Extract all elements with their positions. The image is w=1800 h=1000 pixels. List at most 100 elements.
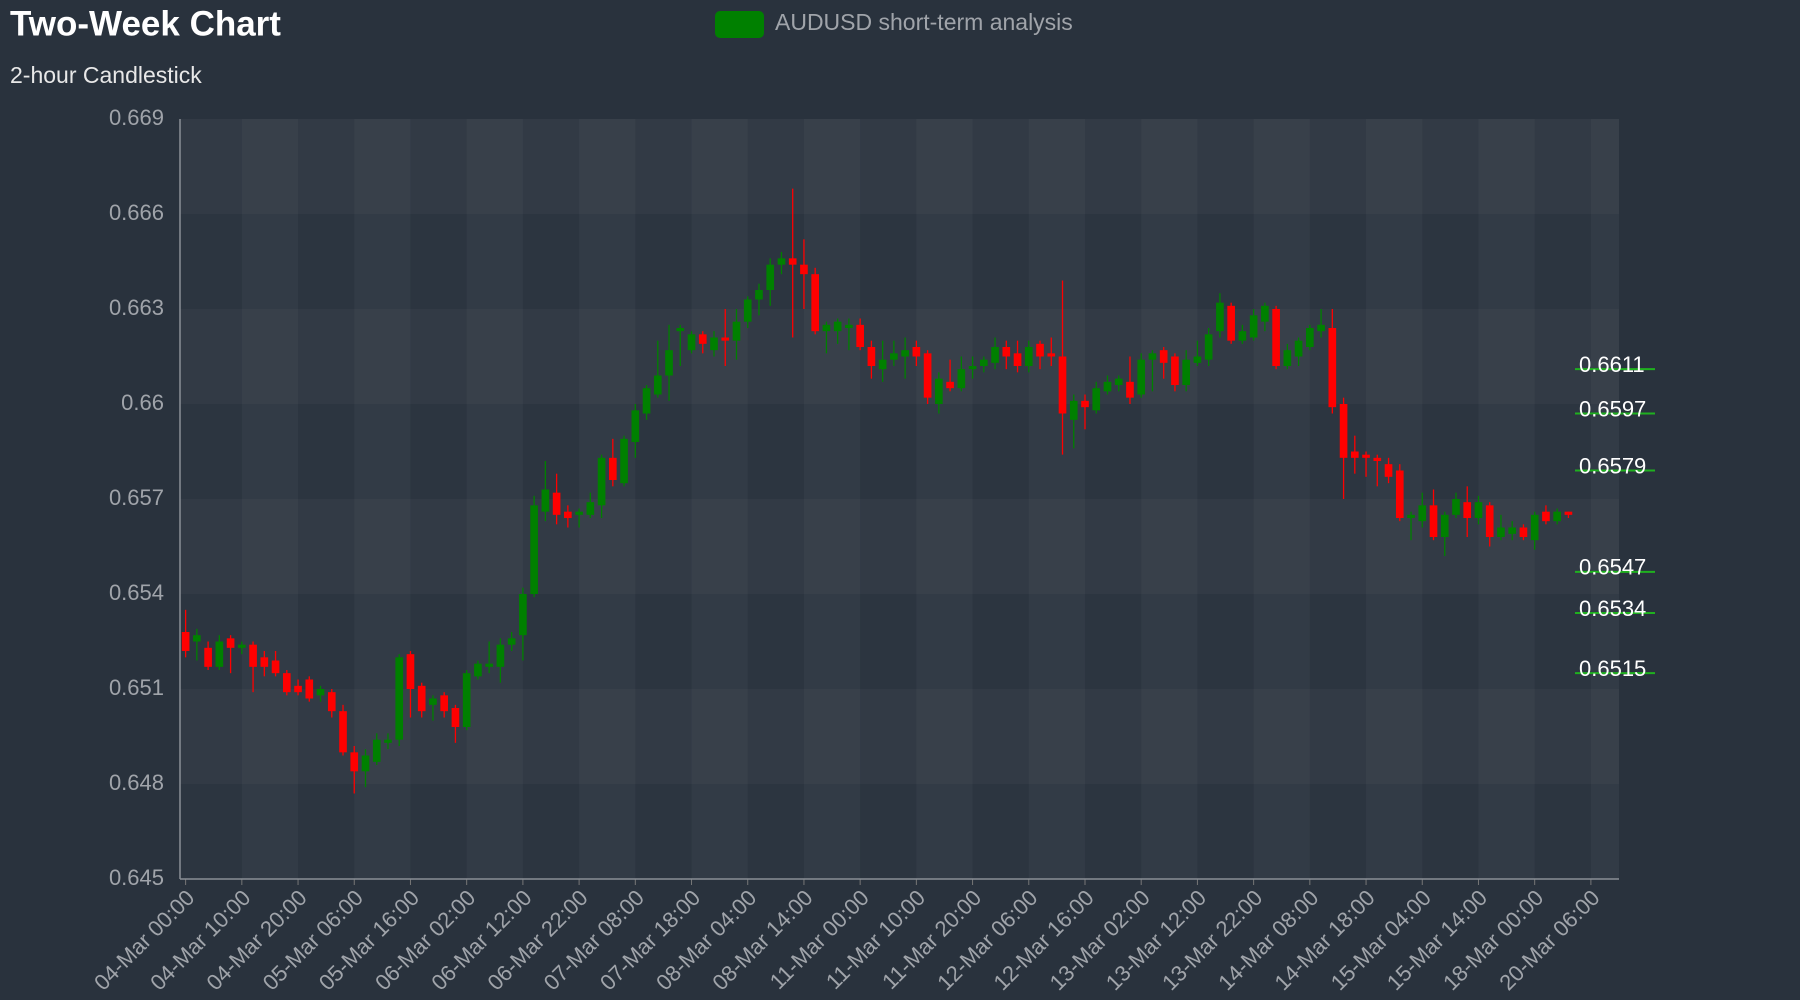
- candle-body: [1339, 404, 1348, 458]
- candle-body: [1013, 353, 1022, 366]
- candle-body: [710, 337, 718, 351]
- candle-body: [721, 337, 730, 341]
- candle-body: [1193, 356, 1202, 363]
- candle-body: [249, 644, 257, 667]
- candle-body: [1103, 381, 1112, 392]
- candle-body: [788, 258, 797, 265]
- level-label: 0.6534: [1579, 596, 1646, 621]
- candle-body: [1047, 353, 1056, 357]
- candle-body: [327, 692, 336, 712]
- candle-body: [193, 635, 201, 642]
- candle-body: [845, 324, 853, 328]
- candle-body: [1328, 328, 1337, 408]
- candle-body: [1317, 324, 1325, 332]
- candle-body: [260, 657, 269, 667]
- candle-body: [1530, 514, 1539, 541]
- candle-body: [1249, 315, 1258, 338]
- candle-body: [316, 689, 325, 696]
- grid-band: [180, 309, 1619, 404]
- candle-body: [1294, 340, 1303, 357]
- candle-body: [181, 632, 190, 651]
- candle-body: [541, 489, 550, 512]
- grid-band: [1591, 119, 1619, 879]
- candle-body: [890, 353, 898, 360]
- candle-body: [878, 359, 887, 370]
- candle-body: [1002, 347, 1011, 357]
- candle-body: [519, 594, 527, 636]
- candle-body: [968, 366, 977, 370]
- y-tick-label: 0.645: [109, 865, 164, 890]
- candle-body: [642, 388, 651, 414]
- y-tick-label: 0.66: [121, 390, 164, 415]
- candle-body: [564, 511, 572, 518]
- candle-body: [676, 328, 685, 332]
- grid-band: [180, 499, 1619, 594]
- level-label: 0.6515: [1579, 656, 1646, 681]
- legend-label: AUDUSD short-term analysis: [775, 9, 1073, 35]
- grid-band: [242, 119, 298, 879]
- level-label: 0.6597: [1579, 396, 1646, 421]
- y-tick-label: 0.657: [109, 485, 164, 510]
- candle-body: [395, 657, 404, 740]
- candle-body: [1114, 378, 1123, 385]
- candle-body: [1508, 527, 1517, 534]
- candle-body: [1407, 514, 1415, 518]
- candle-body: [1485, 505, 1494, 537]
- candle-body: [1418, 505, 1427, 522]
- candle-body: [1216, 302, 1224, 332]
- candle-body: [1395, 470, 1404, 518]
- candle-body: [1384, 464, 1393, 477]
- level-label: 0.6547: [1579, 555, 1646, 580]
- candle-body: [361, 755, 370, 772]
- y-tick-label: 0.669: [109, 105, 164, 130]
- candle-body: [1350, 451, 1359, 458]
- candle-body: [1204, 334, 1213, 360]
- candle-body: [1036, 343, 1044, 357]
- candle-body: [1137, 359, 1146, 395]
- grid-band: [579, 119, 635, 879]
- candle-body: [687, 334, 696, 351]
- candle-body: [429, 698, 437, 705]
- grid-band: [804, 119, 860, 879]
- candle-body: [979, 359, 988, 366]
- candle-body: [732, 321, 741, 341]
- candle-body: [698, 334, 707, 344]
- candle-body: [1452, 499, 1460, 515]
- candle-body: [1283, 350, 1292, 366]
- candle-body: [777, 258, 786, 265]
- candle-body: [1474, 502, 1483, 518]
- candle-body: [912, 347, 921, 357]
- candle-body: [822, 324, 831, 332]
- candle-body: [1024, 347, 1033, 366]
- candle-body: [339, 711, 347, 753]
- candle-body: [856, 324, 864, 347]
- candle-body: [507, 638, 516, 645]
- candle-body: [1362, 454, 1370, 458]
- candle-body: [867, 347, 876, 366]
- candle-body: [1519, 527, 1528, 537]
- candle-body: [653, 375, 662, 395]
- candle-body: [384, 739, 392, 743]
- candle-body: [1126, 381, 1134, 398]
- candle-body: [1306, 328, 1314, 347]
- candle-body: [1081, 400, 1089, 408]
- grid-band: [1366, 119, 1422, 879]
- y-tick-label: 0.648: [109, 770, 164, 795]
- candle-body: [530, 505, 538, 594]
- candle-body: [946, 381, 954, 389]
- candle-body: [901, 350, 909, 357]
- candle-body: [811, 274, 820, 332]
- grid-band: [1254, 119, 1310, 879]
- candle-body: [1069, 400, 1078, 420]
- level-label: 0.6611: [1579, 352, 1645, 377]
- candle-body: [800, 264, 808, 275]
- y-tick-label: 0.651: [109, 675, 164, 700]
- candle-body: [597, 457, 606, 506]
- candle-body: [1373, 457, 1382, 461]
- candle-body: [631, 410, 640, 442]
- candle-body: [1182, 359, 1190, 385]
- candle-body: [440, 695, 449, 712]
